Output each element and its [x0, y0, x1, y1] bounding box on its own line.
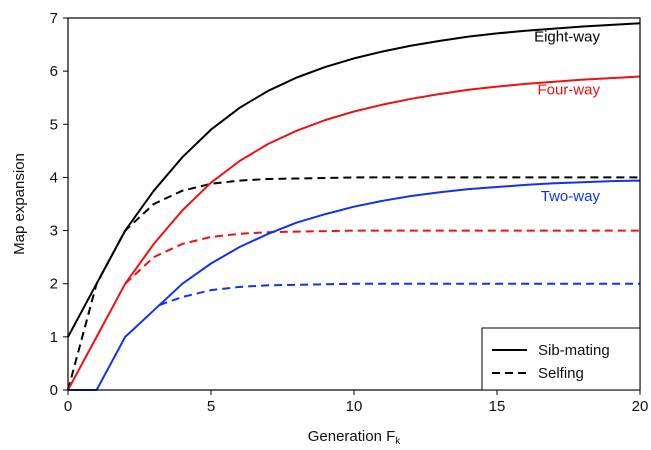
series-line-two-way-selfing [159, 282, 640, 306]
series-line-eight-way-selfing [67, 176, 640, 391]
legend-box [481, 327, 641, 391]
y-tick-label: 1 [50, 329, 58, 346]
x-axis-title: Generation Fk [308, 428, 402, 447]
series-line-four-way-sib-mating [67, 75, 641, 391]
legend-label-selfing: Selfing [538, 365, 584, 382]
x-axis-title-subscript: k [395, 436, 401, 447]
series-line-eight-way-sib-mating [67, 22, 641, 338]
legend-label-sib-mating: Sib-mating [538, 342, 610, 359]
series-annotation-two-way: Two-way [541, 188, 601, 205]
x-axis-title-main: Generation F [308, 428, 396, 445]
y-axis-title: Map expansion [11, 153, 28, 255]
series-line-two-way-sib-mating [68, 179, 641, 391]
x-tick-label: 15 [489, 398, 506, 415]
legend: Sib-mating Selfing [481, 327, 641, 391]
y-tick-label: 0 [50, 382, 58, 399]
y-tick-label: 5 [50, 116, 58, 133]
x-tick-label: 5 [207, 398, 215, 415]
y-tick-label: 2 [50, 276, 58, 293]
series-annotation-eight-way: Eight-way [534, 29, 600, 46]
y-tick-label: 7 [50, 10, 58, 27]
y-tick-label: 4 [50, 169, 58, 186]
tick-layer: 0 5 10 15 20 0 1 2 3 4 5 6 7 [50, 10, 649, 415]
y-tick-label: 3 [50, 223, 58, 240]
series-annotation-four-way: Four-way [537, 82, 600, 99]
annotation-layer: Eight-way Four-way Two-way [534, 29, 600, 205]
series-layer [67, 22, 641, 391]
y-tick-label: 6 [50, 63, 58, 80]
x-tick-label: 0 [64, 398, 72, 415]
x-tick-label: 20 [632, 398, 649, 415]
series-line-four-way-selfing [124, 229, 640, 285]
x-tick-label: 10 [346, 398, 363, 415]
